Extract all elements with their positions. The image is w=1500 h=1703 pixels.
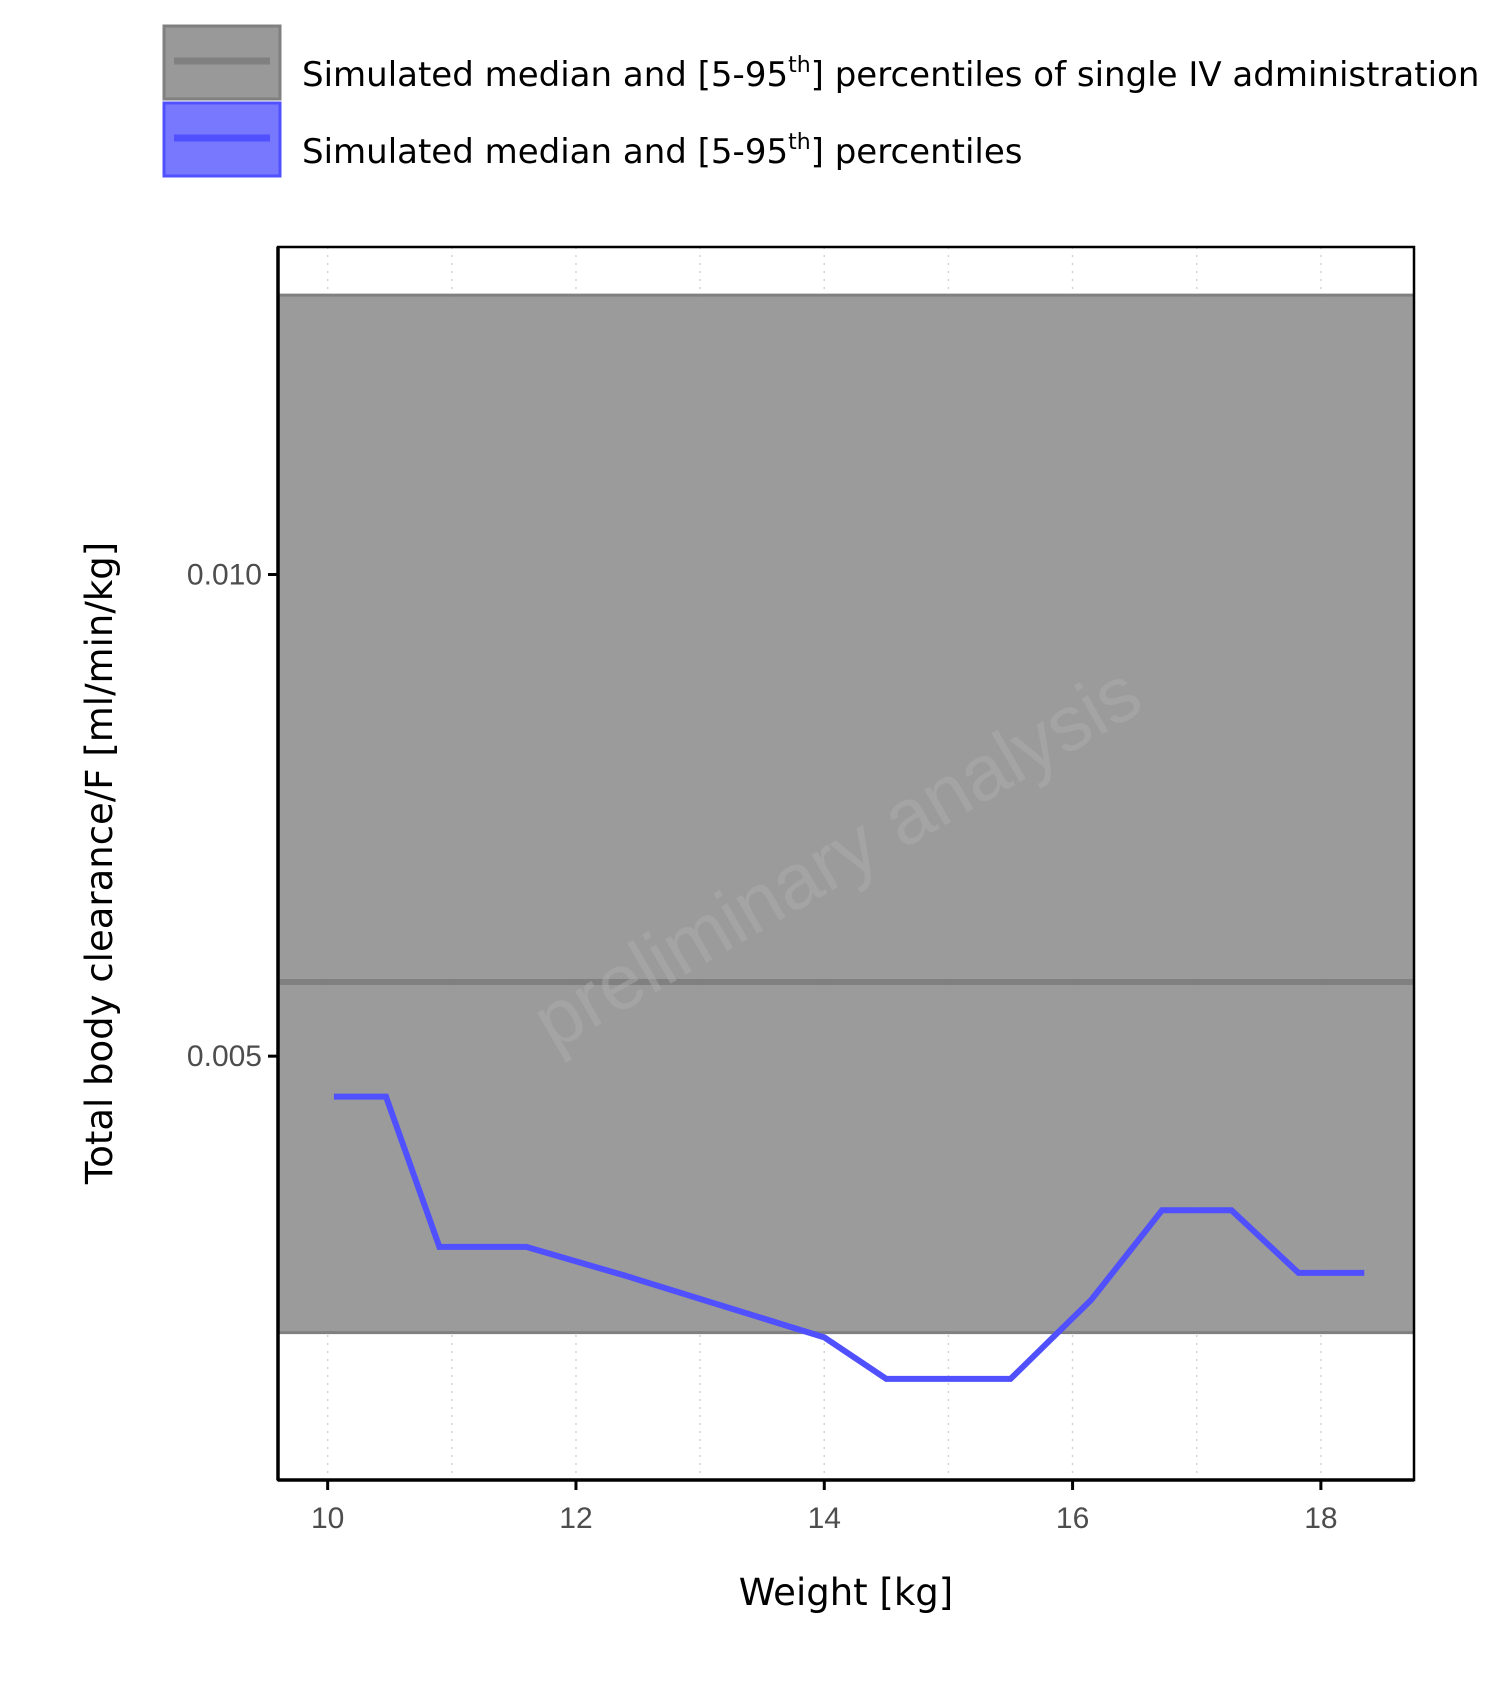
y-axis-title: Total body clearance/F [ml/min/kg]: [78, 542, 121, 1185]
x-tick-label: 16: [1056, 1502, 1089, 1535]
x-tick-label: 14: [808, 1502, 841, 1535]
y-tick-label: 0.010: [187, 559, 262, 592]
x-tick-label: 18: [1304, 1502, 1337, 1535]
x-axis-title: Weight [kg]: [739, 1571, 953, 1614]
plot-panel: preliminary analysis: [276, 245, 1416, 1482]
legend-item-iv-reference[interactable]: Simulated median and [5-95th] percentile…: [162, 24, 1479, 101]
legend-item-simulated[interactable]: Simulated median and [5-95th] percentile…: [162, 101, 1022, 178]
x-axis-ticks: 10 12 14 16 18: [311, 1480, 1338, 1535]
x-tick-label: 12: [559, 1502, 592, 1535]
simulated-median-line: [333, 1093, 1365, 1382]
x-tick-label: 10: [311, 1502, 344, 1535]
y-axis-ticks: 0.005 0.010: [187, 559, 278, 1073]
y-tick-label: 0.005: [187, 1040, 262, 1073]
legend-label-simulated: Simulated median and [5-95th] percentile…: [302, 130, 1022, 172]
legend-label-iv-reference: Simulated median and [5-95th] percentile…: [302, 53, 1479, 95]
reference-band: [278, 295, 1414, 1333]
legend: Simulated median and [5-95th] percentile…: [162, 24, 1479, 178]
